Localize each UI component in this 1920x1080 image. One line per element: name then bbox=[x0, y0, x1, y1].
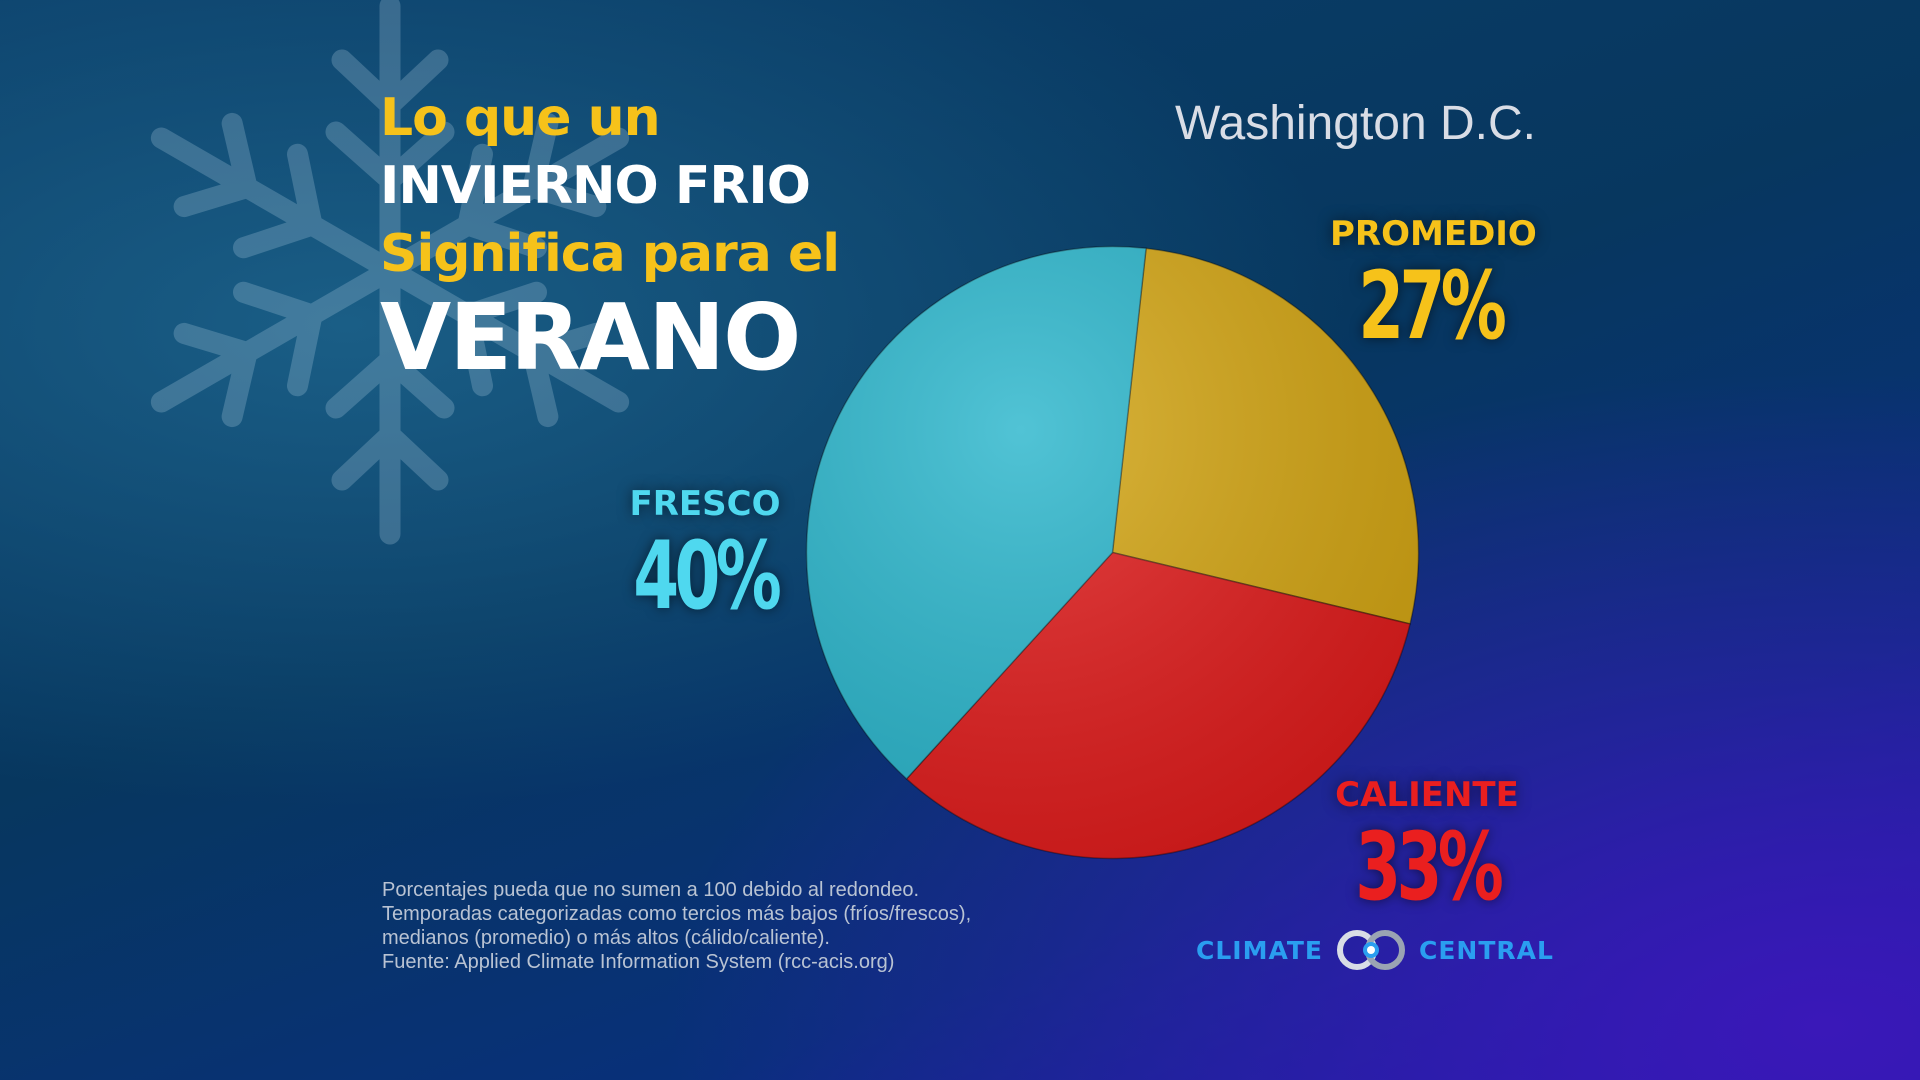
label-promedio-name: PROMEDIO bbox=[1330, 214, 1537, 254]
title-line-3: Significa para el bbox=[380, 224, 840, 284]
pie-chart bbox=[805, 245, 1420, 860]
footnote-line: medianos (promedio) o más altos (cálido/… bbox=[382, 927, 830, 949]
chart-title: Lo que un INVIERNO FRIO Significa para e… bbox=[380, 88, 840, 391]
label-fresco: FRESCO 40% bbox=[605, 484, 805, 631]
brand-left-text: CLIMATE bbox=[1196, 935, 1323, 965]
footnote-line: Fuente: Applied Climate Information Syst… bbox=[382, 951, 895, 973]
pie-shading bbox=[806, 246, 1419, 859]
label-promedio-value: 27% bbox=[1358, 252, 1507, 361]
snowflake-icon bbox=[90, 0, 690, 570]
title-line-2: INVIERNO FRIO bbox=[380, 156, 811, 216]
title-line-1: Lo que un bbox=[380, 88, 661, 148]
label-promedio: PROMEDIO 27% bbox=[1330, 214, 1537, 361]
label-caliente: CALIENTE 33% bbox=[1322, 775, 1532, 922]
label-caliente-value: 33% bbox=[1355, 813, 1504, 922]
footnote-line: Porcentajes pueda que no sumen a 100 deb… bbox=[382, 879, 920, 901]
footnote: Porcentajes pueda que no sumen a 100 deb… bbox=[382, 878, 971, 974]
climate-central-logo-icon bbox=[1337, 930, 1405, 970]
footnote-line: Temporadas categorizadas como tercios má… bbox=[382, 903, 972, 925]
title-line-4: VERANO bbox=[380, 284, 801, 391]
climate-central-logo: CLIMATE CENTRAL bbox=[1196, 930, 1554, 970]
label-fresco-name: FRESCO bbox=[629, 484, 781, 524]
location-label: Washington D.C. bbox=[1174, 97, 1536, 150]
brand-right-text: CENTRAL bbox=[1419, 935, 1554, 965]
label-caliente-name: CALIENTE bbox=[1335, 775, 1519, 815]
label-fresco-value: 40% bbox=[633, 522, 782, 631]
